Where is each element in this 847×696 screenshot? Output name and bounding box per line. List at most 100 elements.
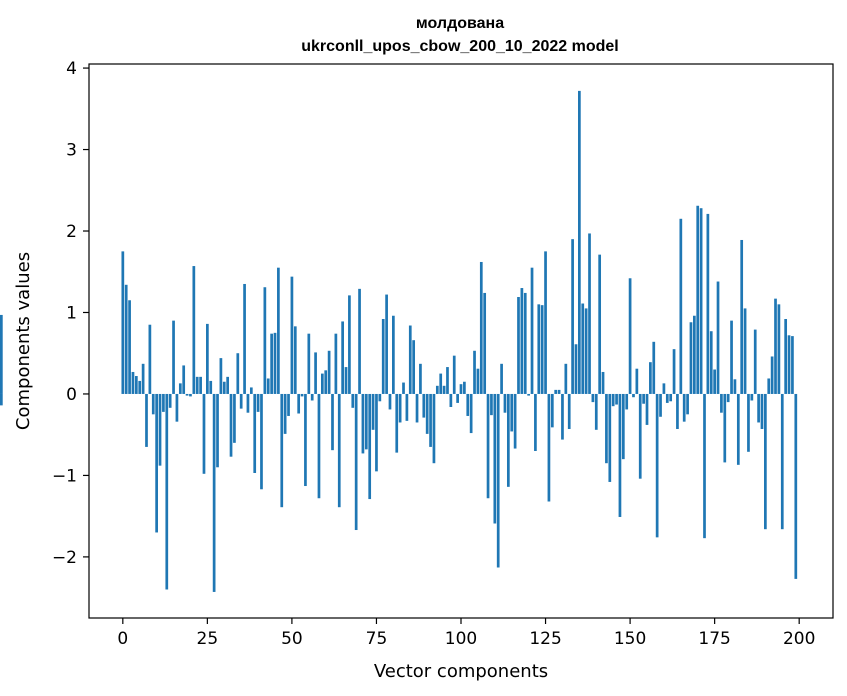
y-tick-label: 4 [66,59,77,79]
bar-component-142 [601,371,605,394]
bar-component-96 [446,367,449,394]
bar-component-97 [449,393,453,407]
bar-component-51 [293,326,297,394]
bar-component-141 [598,254,602,394]
bar-component-158 [655,393,659,538]
bar-component-150 [628,278,632,394]
bar-component-59 [320,373,324,394]
bar-component-35 [239,393,243,409]
bar-component-48 [283,393,287,434]
chart-subtitle: ukrconll_upos_cbow_200_10_2022 model [301,38,618,55]
bar-component-90 [425,393,429,434]
bar-component-47 [280,393,284,508]
bar-component-92 [432,393,436,464]
y-tick-label: 2 [66,222,77,242]
bar-component-74 [371,393,375,430]
x-tick-label: 25 [197,629,219,649]
bar-component-126 [547,393,551,502]
bar-component-81 [395,393,399,453]
bar-component-131 [564,363,568,394]
bar-component-46 [277,267,280,394]
bar-component-62 [331,393,334,451]
bar-component-146 [615,393,618,405]
bar-component-129 [557,389,561,394]
bar-component-66 [344,367,348,394]
bar-component-33 [233,393,236,443]
bar-component-153 [638,393,642,479]
y-axis-label: Components values [13,252,34,430]
bar-component-147 [618,393,622,517]
bar-component-191 [767,378,771,394]
chart-title: молдована [416,15,504,32]
bar-component-11 [158,393,162,466]
bar-component-151 [632,393,635,398]
bar-component-116 [513,393,517,449]
bar-component-39 [253,393,257,473]
bar-component-127 [550,393,554,428]
bar-component-173 [706,213,710,394]
bar-component-98 [452,355,456,394]
bar-component-136 [581,303,585,394]
bar-component-78 [385,294,388,394]
bar-component-2 [128,300,131,394]
bar-component-171 [699,208,703,394]
bar-component-176 [716,281,720,394]
bar-component-27 [212,393,216,592]
bar-component-100 [459,384,463,394]
bar-component-40 [256,393,260,412]
bar-component-160 [662,383,666,394]
bar-component-8 [148,324,152,394]
y-tick-label: −2 [52,548,77,568]
bar-component-117 [517,297,520,394]
bar-component-115 [510,393,514,432]
bar-component-34 [236,353,240,394]
bar-component-188 [757,393,760,423]
bar-component-130 [561,393,564,440]
bar-component-77 [381,319,385,394]
y-axis-ticks: −2 −1 0 1 2 3 4 [52,59,89,568]
bar-component-37 [246,393,250,413]
x-tick-label: 75 [366,629,388,649]
bar-component-152 [635,368,639,394]
bar-component-61 [327,350,331,394]
bar-component-123 [537,304,541,394]
bar-component-139 [591,393,595,403]
bar-component-167 [686,393,689,415]
bar-component-133 [571,239,574,394]
bar-component-119 [523,292,527,394]
bar-component-91 [429,393,432,447]
bar-component-109 [490,393,493,416]
bar-component-161 [665,393,669,403]
bar-component-189 [760,393,764,429]
bar-component-42 [263,287,267,394]
bar-component-88 [419,363,422,394]
bar-component-43 [266,378,270,394]
bar-component-79 [388,393,392,410]
bar-component-181 [733,379,737,394]
bar-component-54 [304,393,307,487]
y-tick-label: −1 [52,466,77,486]
x-axis-ticks: 0 25 50 75 100 125 150 175 200 [117,618,815,649]
bar-component-70 [358,288,361,394]
y-tick-label: 3 [66,141,77,161]
bar-component-17 [178,383,182,394]
bar-component-65 [341,321,344,394]
bar-component-55 [307,333,311,394]
x-tick-label: 100 [445,629,477,649]
bar-component-18 [182,365,186,394]
bar-component-138 [588,233,591,394]
bar-component-144 [608,393,612,482]
bar-component-71 [361,393,365,454]
bar-component-undefined [0,314,3,394]
bar-component-187 [753,329,757,394]
bar-component-169 [692,315,696,394]
bar-component-143 [605,393,608,464]
bar-component-31 [226,376,230,394]
bar-component-60 [324,370,328,394]
bar-component-121 [530,267,534,394]
bar-series [0,90,798,592]
bar-component-52 [297,393,301,414]
y-tick-label: 1 [66,303,77,323]
bar-component-83 [402,382,405,394]
